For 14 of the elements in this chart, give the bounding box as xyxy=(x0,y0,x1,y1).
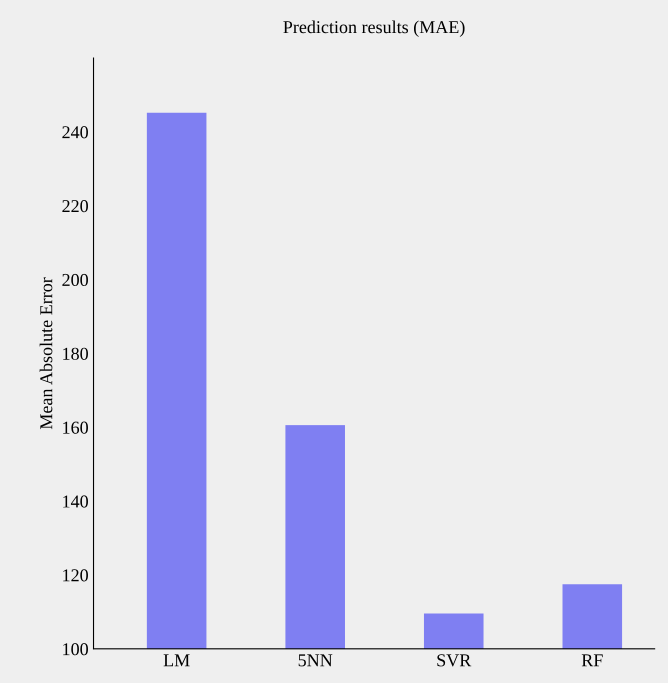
y-tick-label: 200 xyxy=(62,274,88,286)
y-tick-label: 220 xyxy=(62,200,88,212)
y-tick-label: 180 xyxy=(63,348,88,360)
y-tick-label: 140 xyxy=(63,495,88,508)
y-tick-label: 240 xyxy=(62,126,88,138)
y-axis-title: Mean Absolute Error xyxy=(40,277,52,430)
x-tick-label: RF xyxy=(582,654,603,666)
x-tick-label: LM xyxy=(164,654,190,666)
x-tick-label: 5NN xyxy=(298,654,332,666)
y-tick-label: 100 xyxy=(63,643,88,656)
x-tick-label: SVR xyxy=(437,654,472,667)
y-tick-label: 160 xyxy=(63,422,88,434)
y-tick-label: 120 xyxy=(63,569,88,582)
chart-title: Prediction results (MAE) xyxy=(283,20,465,37)
